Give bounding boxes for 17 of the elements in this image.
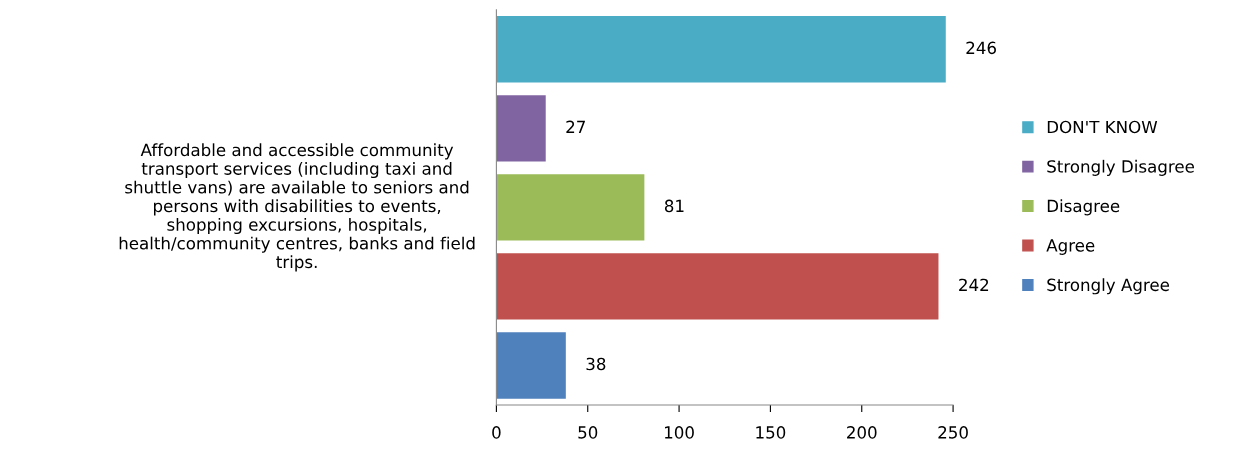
legend-label: Disagree — [1047, 199, 1120, 216]
legend-label: Agree — [1046, 239, 1095, 255]
legend-label: Strongly Agree — [1047, 278, 1170, 295]
data-label: 38 — [586, 357, 606, 371]
x-tick-label: 50 — [578, 426, 598, 439]
legend-label: DON'T KNOW — [1047, 120, 1158, 134]
data-label: 242 — [959, 278, 989, 291]
x-tick-label: 200 — [847, 426, 877, 439]
x-tick-label: 100 — [665, 426, 694, 439]
data-label: 246 — [966, 41, 996, 55]
legend-label: Strongly Disagree — [1047, 159, 1194, 176]
x-tick-label: 150 — [756, 426, 786, 439]
x-tick-label: 250 — [938, 426, 968, 439]
x-tick-label: 0 — [492, 426, 501, 439]
data-label: 27 — [566, 120, 585, 133]
data-label: 81 — [664, 199, 684, 213]
y-axis-title: Affordable and accessible community transport services (including taxi and shuttle vans) are available to seniors and persons with disabilities to events, shopping excursions, hospitals, health/community centres, banks and field trips. — [119, 143, 475, 272]
